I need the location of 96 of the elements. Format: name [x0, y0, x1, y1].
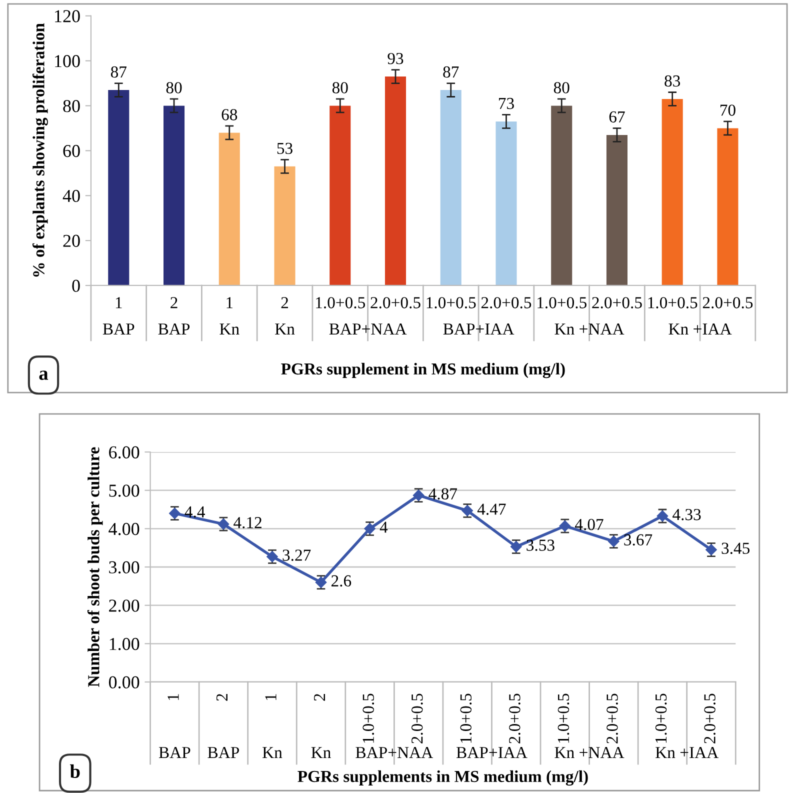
- y-axis-title: Number of shoot buds per culture: [87, 447, 103, 687]
- x-tick-label: 1.0+0.5: [558, 694, 570, 743]
- y-tick-label: 1.00: [110, 638, 140, 650]
- text: BAP+NAA: [356, 746, 434, 758]
- data-label: 93: [388, 52, 404, 64]
- y-axis-title: % of explants showing proliferation: [32, 23, 48, 277]
- y-tick-label: 20: [63, 234, 80, 247]
- y-tick-label: 60: [63, 144, 80, 158]
- data-label: 3.27: [282, 550, 311, 561]
- bar: [274, 166, 296, 286]
- text: Kn +NAA: [554, 746, 624, 758]
- x-tick-label: 1.0+0.5: [426, 297, 476, 308]
- x-tick-label: 1: [265, 694, 276, 700]
- text: Kn: [262, 747, 282, 758]
- y-tick-label: 40: [62, 190, 80, 202]
- x-tick-label: 1: [226, 297, 233, 308]
- data-label: 80: [554, 82, 570, 94]
- x-tick-label: 2: [216, 694, 228, 701]
- y-tick-label: 120: [55, 10, 80, 22]
- bar: [496, 121, 517, 286]
- data-label: 73: [499, 98, 514, 110]
- text: a: [39, 370, 48, 380]
- bar: [440, 90, 462, 286]
- x-tick-label: 1: [168, 694, 179, 700]
- x-tick-label: 1: [116, 297, 122, 308]
- y-tick-label: 6.00: [109, 446, 140, 459]
- x-tick-label: 2.0+0.5: [702, 297, 753, 308]
- x-tick-label: 1.0+0.5: [460, 694, 472, 743]
- text: BAP+IAA: [456, 746, 528, 758]
- x-tick-label: 2.0+0.5: [704, 694, 716, 744]
- text: Kn: [311, 747, 331, 758]
- data-label: 53: [277, 142, 292, 154]
- data-label: 2.6: [332, 575, 352, 587]
- x-tick-label: 2.0+0.5: [509, 694, 520, 744]
- data-label: 4.07: [574, 518, 604, 530]
- x-tick-label: 2.0+0.5: [592, 297, 642, 308]
- bar: [717, 128, 738, 286]
- x-tick-label: 1.0+0.5: [538, 297, 586, 308]
- data-label: 87: [443, 66, 459, 78]
- x-tick-label: 2: [170, 297, 178, 308]
- bar: [164, 106, 185, 286]
- data-label: 68: [222, 109, 238, 120]
- data-label: 3.53: [526, 540, 554, 551]
- x-tick-label: 1.0+0.5: [316, 297, 366, 308]
- text: BAP+NAA: [329, 323, 407, 335]
- data-label: 3.45: [722, 542, 750, 554]
- x-tick-label: 2: [314, 694, 326, 701]
- data-label: 4: [380, 522, 388, 533]
- bar: [551, 106, 572, 286]
- text: Kn +IAA: [656, 746, 719, 758]
- bar: [606, 134, 628, 286]
- data-label: 70: [720, 104, 736, 116]
- x-tick-label: 1.0+0.5: [362, 694, 374, 743]
- y-tick-label: 3.00: [109, 561, 140, 574]
- text: Kn: [220, 324, 240, 334]
- data-label: 4.87: [428, 488, 458, 500]
- text: BAP: [158, 323, 190, 335]
- bar: [662, 98, 683, 286]
- data-label: 4.12: [234, 517, 262, 528]
- bar: [108, 90, 130, 286]
- x-tick-label: 2: [281, 297, 288, 308]
- x-tick-label: 2.0+0.5: [481, 297, 532, 308]
- text: Kn +IAA: [668, 323, 732, 334]
- text: Kn +NAA: [554, 323, 624, 334]
- y-tick-label: 4.00: [108, 522, 140, 536]
- data-label: 4.4: [184, 506, 206, 518]
- data-label: 4.47: [477, 504, 506, 515]
- text: b: [70, 764, 80, 778]
- text: BAP: [102, 323, 134, 335]
- text: BAP: [158, 746, 190, 758]
- data-label: 67: [609, 111, 625, 123]
- y-tick-label: 0: [72, 280, 80, 292]
- x-tick-label: 1.0+0.5: [648, 297, 698, 308]
- x-tick-label: 1.0+0.5: [655, 694, 667, 743]
- data-label: 3.67: [624, 534, 652, 546]
- y-tick-label: 2.00: [109, 600, 140, 612]
- x-tick-label: 2.0+0.5: [411, 694, 423, 744]
- x-axis-title: PGRs supplements in MS medium (mg/l): [298, 770, 588, 786]
- bar: [218, 132, 240, 286]
- text: BAP+IAA: [443, 323, 514, 335]
- data-label: 83: [664, 75, 680, 87]
- bar: [384, 76, 406, 286]
- y-tick-label: 80: [63, 100, 80, 112]
- text: BAP: [208, 746, 239, 758]
- y-tick-label: 100: [55, 55, 80, 68]
- data-label: 4.33: [672, 508, 701, 520]
- text: Kn: [275, 324, 295, 334]
- x-tick-label: 2.0+0.5: [370, 297, 420, 308]
- x-axis-title: PGRs supplement in MS medium (mg/l): [281, 362, 565, 378]
- data-label: 87: [110, 66, 127, 78]
- x-tick-label: 2.0+0.5: [606, 694, 618, 744]
- y-tick-label: 5.00: [109, 484, 140, 497]
- y-tick-label: 0.00: [108, 676, 140, 688]
- data-label: 80: [166, 82, 182, 94]
- bar: [330, 106, 351, 286]
- data-label: 80: [332, 82, 348, 94]
